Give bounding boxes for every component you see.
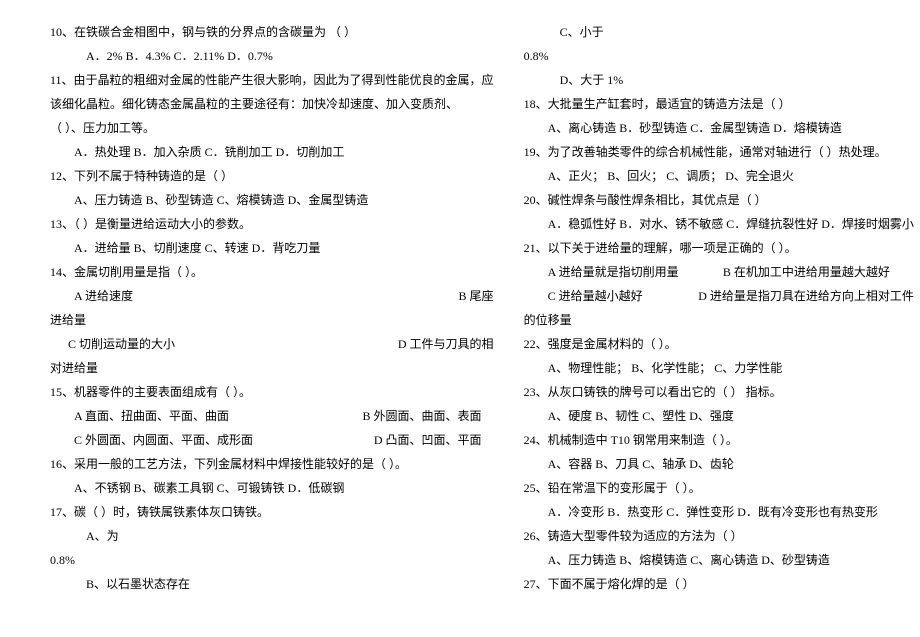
question-11-part2: 该细化晶粒。细化铸态金属晶粒的主要途径有：加快冷却速度、加入变质剂、 <box>50 92 494 116</box>
question-11-part1: 11、由于晶粒的粗细对金属的性能产生很大影响，因此为了得到性能优良的金属，应 <box>50 68 494 92</box>
option-d: D 进给量是指刀具在进给方向上相对工件 <box>698 284 914 308</box>
question-14-cont2: 对进给量 <box>50 356 494 380</box>
question-26: 26、铸造大型零件较为适应的方法为（ ） <box>524 524 914 548</box>
question-22-options: A、物理性能； B、化学性能； C、力学性能 <box>524 356 914 380</box>
question-18-options: A、离心铸造 B．砂型铸造 C．金属型铸造 D．熔模铸造 <box>524 116 914 140</box>
option-b: B 在机加工中进给用量越大越好 <box>723 260 890 284</box>
question-17-b: B、以石墨状态存在 <box>50 572 494 596</box>
option-c: C 进给量越小越好 <box>548 284 643 308</box>
option-a: A 直面、扭曲面、平面、曲面 <box>74 404 229 428</box>
option-a: A 进给速度 <box>74 284 133 308</box>
option-b: B 外圆面、曲面、表面 <box>363 404 482 428</box>
question-13: 13、（ ）是衡量进给运动大小的参数。 <box>50 212 494 236</box>
question-25-options: A．冷变形 B．热变形 C．弹性变形 D．既有冷变形也有热变形 <box>524 500 914 524</box>
question-21: 21、以下关于进给量的理解，哪一项是正确的（ ）。 <box>524 236 914 260</box>
question-23: 23、从灰口铸铁的牌号可以看出它的（ ） 指标。 <box>524 380 914 404</box>
question-14-cont1: 进给量 <box>50 308 494 332</box>
question-24: 24、机械制造中 T10 钢常用来制造（ ）。 <box>524 428 914 452</box>
question-12: 12、下列不属于特种铸造的是（ ） <box>50 164 494 188</box>
question-14-ab: A 进给速度 B 尾座 <box>50 284 494 308</box>
question-20-options: A．稳弧性好 B．对水、锈不敏感 C．焊缝抗裂性好 D．焊接时烟雾小 <box>524 212 914 236</box>
question-22: 22、强度是金属材料的（ ）。 <box>524 332 914 356</box>
question-20: 20、碱性焊条与酸性焊条相比，其优点是（ ） <box>524 188 914 212</box>
question-11-part3: （ ）、压力加工等。 <box>50 116 494 140</box>
question-10: 10、在铁碳合金相图中，钢与铁的分界点的含碳量为 （ ） <box>50 20 494 44</box>
question-21-ab: A 进给量就是指切削用量 B 在机加工中进给用量越大越好 <box>524 260 914 284</box>
question-21-cd: C 进给量越小越好 D 进给量是指刀具在进给方向上相对工件 <box>524 284 914 308</box>
question-10-options: A．2% B．4.3% C．2.11% D．0.7% <box>50 44 494 68</box>
question-14-cd: C 切削运动量的大小 D 工件与刀具的相 <box>50 332 494 356</box>
question-16: 16、采用一般的工艺方法，下列金属材料中焊接性能较好的是（ ）。 <box>50 452 494 476</box>
option-c: C 切削运动量的大小 <box>68 332 175 356</box>
question-12-options: A、压力铸造 B、砂型铸造 C、熔模铸造 D、金属型铸造 <box>50 188 494 212</box>
question-19: 19、为了改善轴类零件的综合机械性能，通常对轴进行（ ）热处理。 <box>524 140 914 164</box>
question-17-a: A、为 <box>50 524 494 548</box>
question-15-ab: A 直面、扭曲面、平面、曲面 B 外圆面、曲面、表面 <box>50 404 494 428</box>
question-11-options: A．热处理 B．加入杂质 C．铣削加工 D．切削加工 <box>50 140 494 164</box>
question-17: 17、碳（ ）时，铸铁属铁素体灰口铸铁。 <box>50 500 494 524</box>
option-d: D 工件与刀具的相 <box>398 332 494 356</box>
option-b: B 尾座 <box>459 284 494 308</box>
question-24-options: A、容器 B、刀具 C、轴承 D、齿轮 <box>524 452 914 476</box>
question-25: 25、铅在常温下的变形属于（ ）。 <box>524 476 914 500</box>
question-17-a-val: 0.8% <box>50 548 494 572</box>
question-13-options: A．进给量 B、切削速度 C、转速 D．背吃刀量 <box>50 236 494 260</box>
option-a: A 进给量就是指切削用量 <box>548 260 679 284</box>
question-14: 14、金属切削用量是指（ ）。 <box>50 260 494 284</box>
question-15-cd: C 外圆面、内圆面、平面、成形面 D 凸面、凹面、平面 <box>50 428 494 452</box>
question-17-c-val: 0.8% <box>524 44 914 68</box>
question-18: 18、大批量生产缸套时，最适宜的铸造方法是（ ） <box>524 92 914 116</box>
question-16-options: A、不锈钢 B、碳素工具钢 C、可锻铸铁 D．低碳钢 <box>50 476 494 500</box>
question-19-options: A、正火； B、回火； C、调质； D、完全退火 <box>524 164 914 188</box>
question-15: 15、机器零件的主要表面组成有（ ）。 <box>50 380 494 404</box>
question-17-c: C、小于 <box>524 20 914 44</box>
question-21-cont: 的位移量 <box>524 308 914 332</box>
question-17-d: D、大于 1% <box>524 68 914 92</box>
right-column: C、小于 0.8% D、大于 1% 18、大批量生产缸套时，最适宜的铸造方法是（… <box>524 20 914 617</box>
question-26-options: A、压力铸造 B、熔模铸造 C、离心铸造 D、砂型铸造 <box>524 548 914 572</box>
left-column: 10、在铁碳合金相图中，钢与铁的分界点的含碳量为 （ ） A．2% B．4.3%… <box>50 20 494 617</box>
option-d: D 凸面、凹面、平面 <box>374 428 482 452</box>
option-c: C 外圆面、内圆面、平面、成形面 <box>74 428 253 452</box>
question-23-options: A、硬度 B、韧性 C、塑性 D、强度 <box>524 404 914 428</box>
question-27: 27、下面不属于熔化焊的是（ ） <box>524 572 914 596</box>
